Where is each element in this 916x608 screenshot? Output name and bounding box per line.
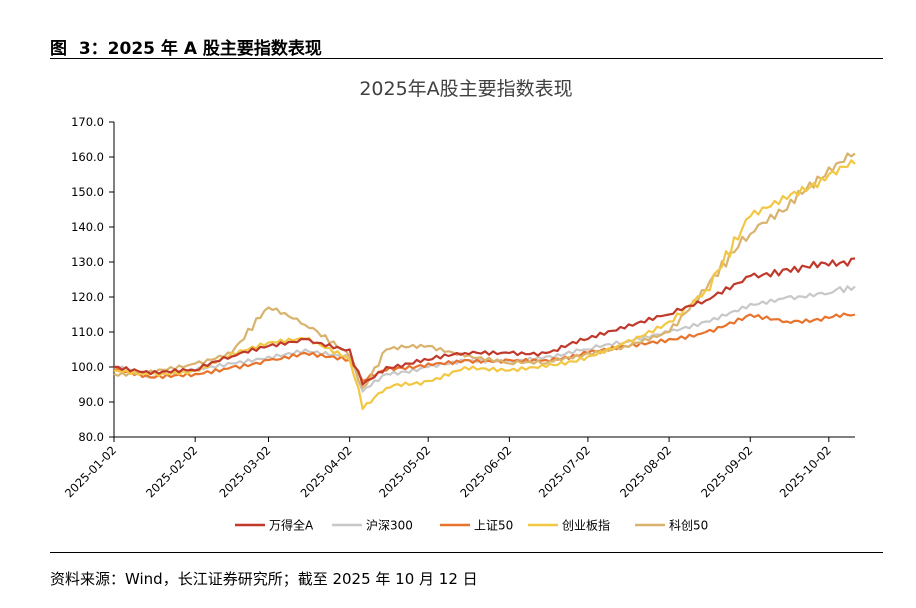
- figure-caption: 图 3：2025 年 A 股主要指数表现: [50, 39, 322, 59]
- bottom-rule: [50, 552, 883, 553]
- x-tick-label: 2025-07-02: [536, 443, 593, 500]
- x-tick-label: 2025-02-02: [143, 443, 200, 500]
- y-tick-label: 110.0: [71, 325, 104, 339]
- series-layer: [113, 152, 856, 411]
- y-tick-label: 170.0: [71, 115, 104, 129]
- y-tick-label: 160.0: [71, 150, 104, 164]
- legend-label-创业板指: 创业板指: [562, 518, 610, 533]
- y-tick-label: 90.0: [78, 395, 104, 409]
- x-tick-label: 2025-10-02: [777, 443, 834, 500]
- legend: 万得全A 沪深300 上证50 创业板指 科创50: [235, 518, 708, 533]
- axes: 80.0 90.0 100.0 110.0 120.0 130.0 140.0 150.0 16…: [62, 115, 855, 500]
- y-tick-label: 120.0: [71, 290, 104, 304]
- legend-label-万得全A: 万得全A: [269, 518, 314, 533]
- series-line-上证50: [113, 312, 856, 383]
- x-tick-label: 2025-04-02: [298, 443, 355, 500]
- series-line-沪深300: [113, 285, 856, 393]
- chart-title: 2025年A股主要指数表现: [359, 78, 572, 100]
- y-tick-label: 130.0: [71, 255, 104, 269]
- series-line-万得全A: [113, 257, 856, 386]
- legend-label-沪深300: 沪深300: [366, 519, 413, 533]
- top-rule: [50, 58, 883, 59]
- x-tick-label: 2025-06-02: [457, 443, 514, 500]
- series-line-创业板指: [113, 159, 856, 411]
- source-note: 资料来源：Wind，长江证券研究所；截至 2025 年 10 月 12 日: [50, 570, 478, 588]
- y-tick-label: 80.0: [78, 430, 104, 444]
- y-tick-label: 150.0: [71, 185, 104, 199]
- series-line-科创50: [113, 152, 856, 390]
- legend-label-科创50: 科创50: [669, 519, 708, 533]
- legend-label-上证50: 上证50: [474, 519, 513, 533]
- x-tick-label: 2025-05-02: [376, 443, 433, 500]
- x-tick-label: 2025-01-02: [62, 443, 119, 500]
- chart: 2025年A股主要指数表现 80.0 90.0 100.0 110.0 120.0 130…: [62, 78, 856, 533]
- x-tick-label: 2025-03-02: [216, 443, 273, 500]
- x-tick-label: 2025-08-02: [617, 443, 674, 500]
- y-tick-label: 100.0: [71, 360, 104, 374]
- x-tick-label: 2025-09-02: [698, 443, 755, 500]
- y-tick-label: 140.0: [71, 220, 104, 234]
